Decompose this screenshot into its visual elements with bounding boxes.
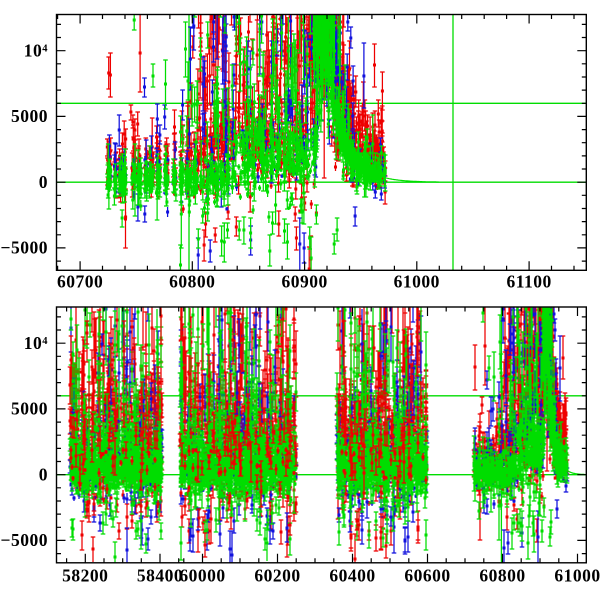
svg-text:60800: 60800 xyxy=(169,272,215,292)
svg-text:61100: 61100 xyxy=(506,272,551,292)
svg-text:60600: 60600 xyxy=(404,566,450,586)
svg-text:61000: 61000 xyxy=(554,566,600,586)
svg-text:58400: 58400 xyxy=(137,566,183,586)
svg-text:60700: 60700 xyxy=(57,272,103,292)
svg-text:60000: 60000 xyxy=(179,566,225,586)
svg-text:5000: 5000 xyxy=(11,106,48,126)
svg-text:0: 0 xyxy=(39,172,48,192)
svg-text:0: 0 xyxy=(39,464,48,484)
svg-text:−5000: −5000 xyxy=(1,530,48,550)
svg-text:104: 104 xyxy=(24,333,49,353)
svg-text:58200: 58200 xyxy=(62,566,108,586)
svg-text:60400: 60400 xyxy=(329,566,375,586)
svg-text:104: 104 xyxy=(24,40,49,60)
svg-text:60200: 60200 xyxy=(254,566,300,586)
svg-text:−5000: −5000 xyxy=(1,238,48,258)
svg-text:60800: 60800 xyxy=(479,566,525,586)
svg-text:60900: 60900 xyxy=(281,272,327,292)
svg-text:5000: 5000 xyxy=(11,399,48,419)
svg-text:61000: 61000 xyxy=(394,272,440,292)
